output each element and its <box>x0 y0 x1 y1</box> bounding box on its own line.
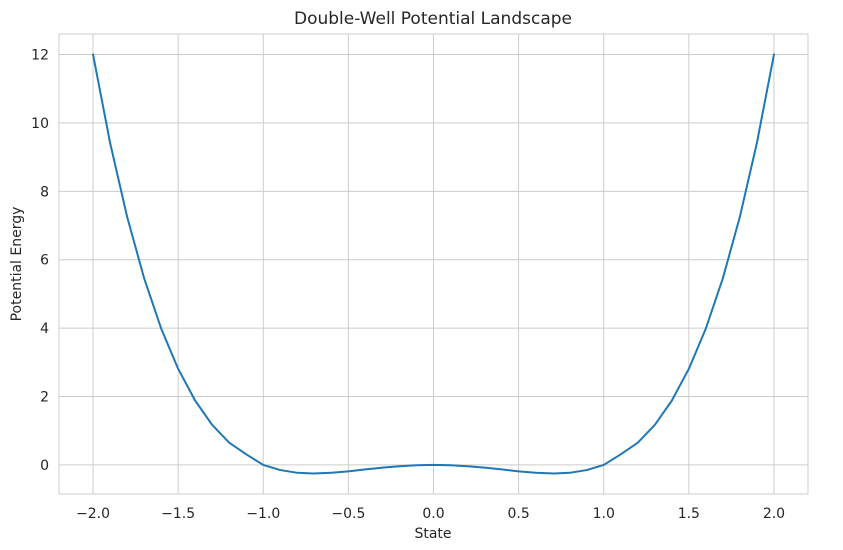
x-axis-label: State <box>414 526 451 542</box>
x-tick-label: −1.0 <box>246 506 280 522</box>
y-tick-label: 6 <box>40 253 49 269</box>
grid <box>59 34 808 494</box>
y-tick-label: 10 <box>31 116 49 132</box>
potential-curve <box>92 53 775 475</box>
y-tick-label: 2 <box>40 390 49 406</box>
x-tick-label: 1.0 <box>593 506 615 522</box>
tick-labels: −2.0 −1.5 −1.0 −0.5 0.0 0.5 1.0 1.5 2.0 0 2 4 6 8 10 12 <box>31 48 785 522</box>
x-tick-label: 2.0 <box>763 506 785 522</box>
series-layer <box>92 53 775 475</box>
y-tick-label: 8 <box>40 184 49 200</box>
x-tick-label: 0.0 <box>422 506 444 522</box>
y-tick-label: 12 <box>31 48 49 64</box>
y-tick-label: 4 <box>40 321 49 337</box>
x-tick-label: −0.5 <box>331 506 365 522</box>
x-tick-label: −2.0 <box>76 506 110 522</box>
plot-frame <box>58 33 809 495</box>
y-tick-label: 0 <box>40 458 49 474</box>
x-tick-label: 0.5 <box>507 506 529 522</box>
y-axis-label: Potential Energy <box>9 207 25 322</box>
x-tick-label: 1.5 <box>678 506 700 522</box>
x-tick-label: −1.5 <box>161 506 195 522</box>
chart-title: Double-Well Potential Landscape <box>294 9 572 29</box>
